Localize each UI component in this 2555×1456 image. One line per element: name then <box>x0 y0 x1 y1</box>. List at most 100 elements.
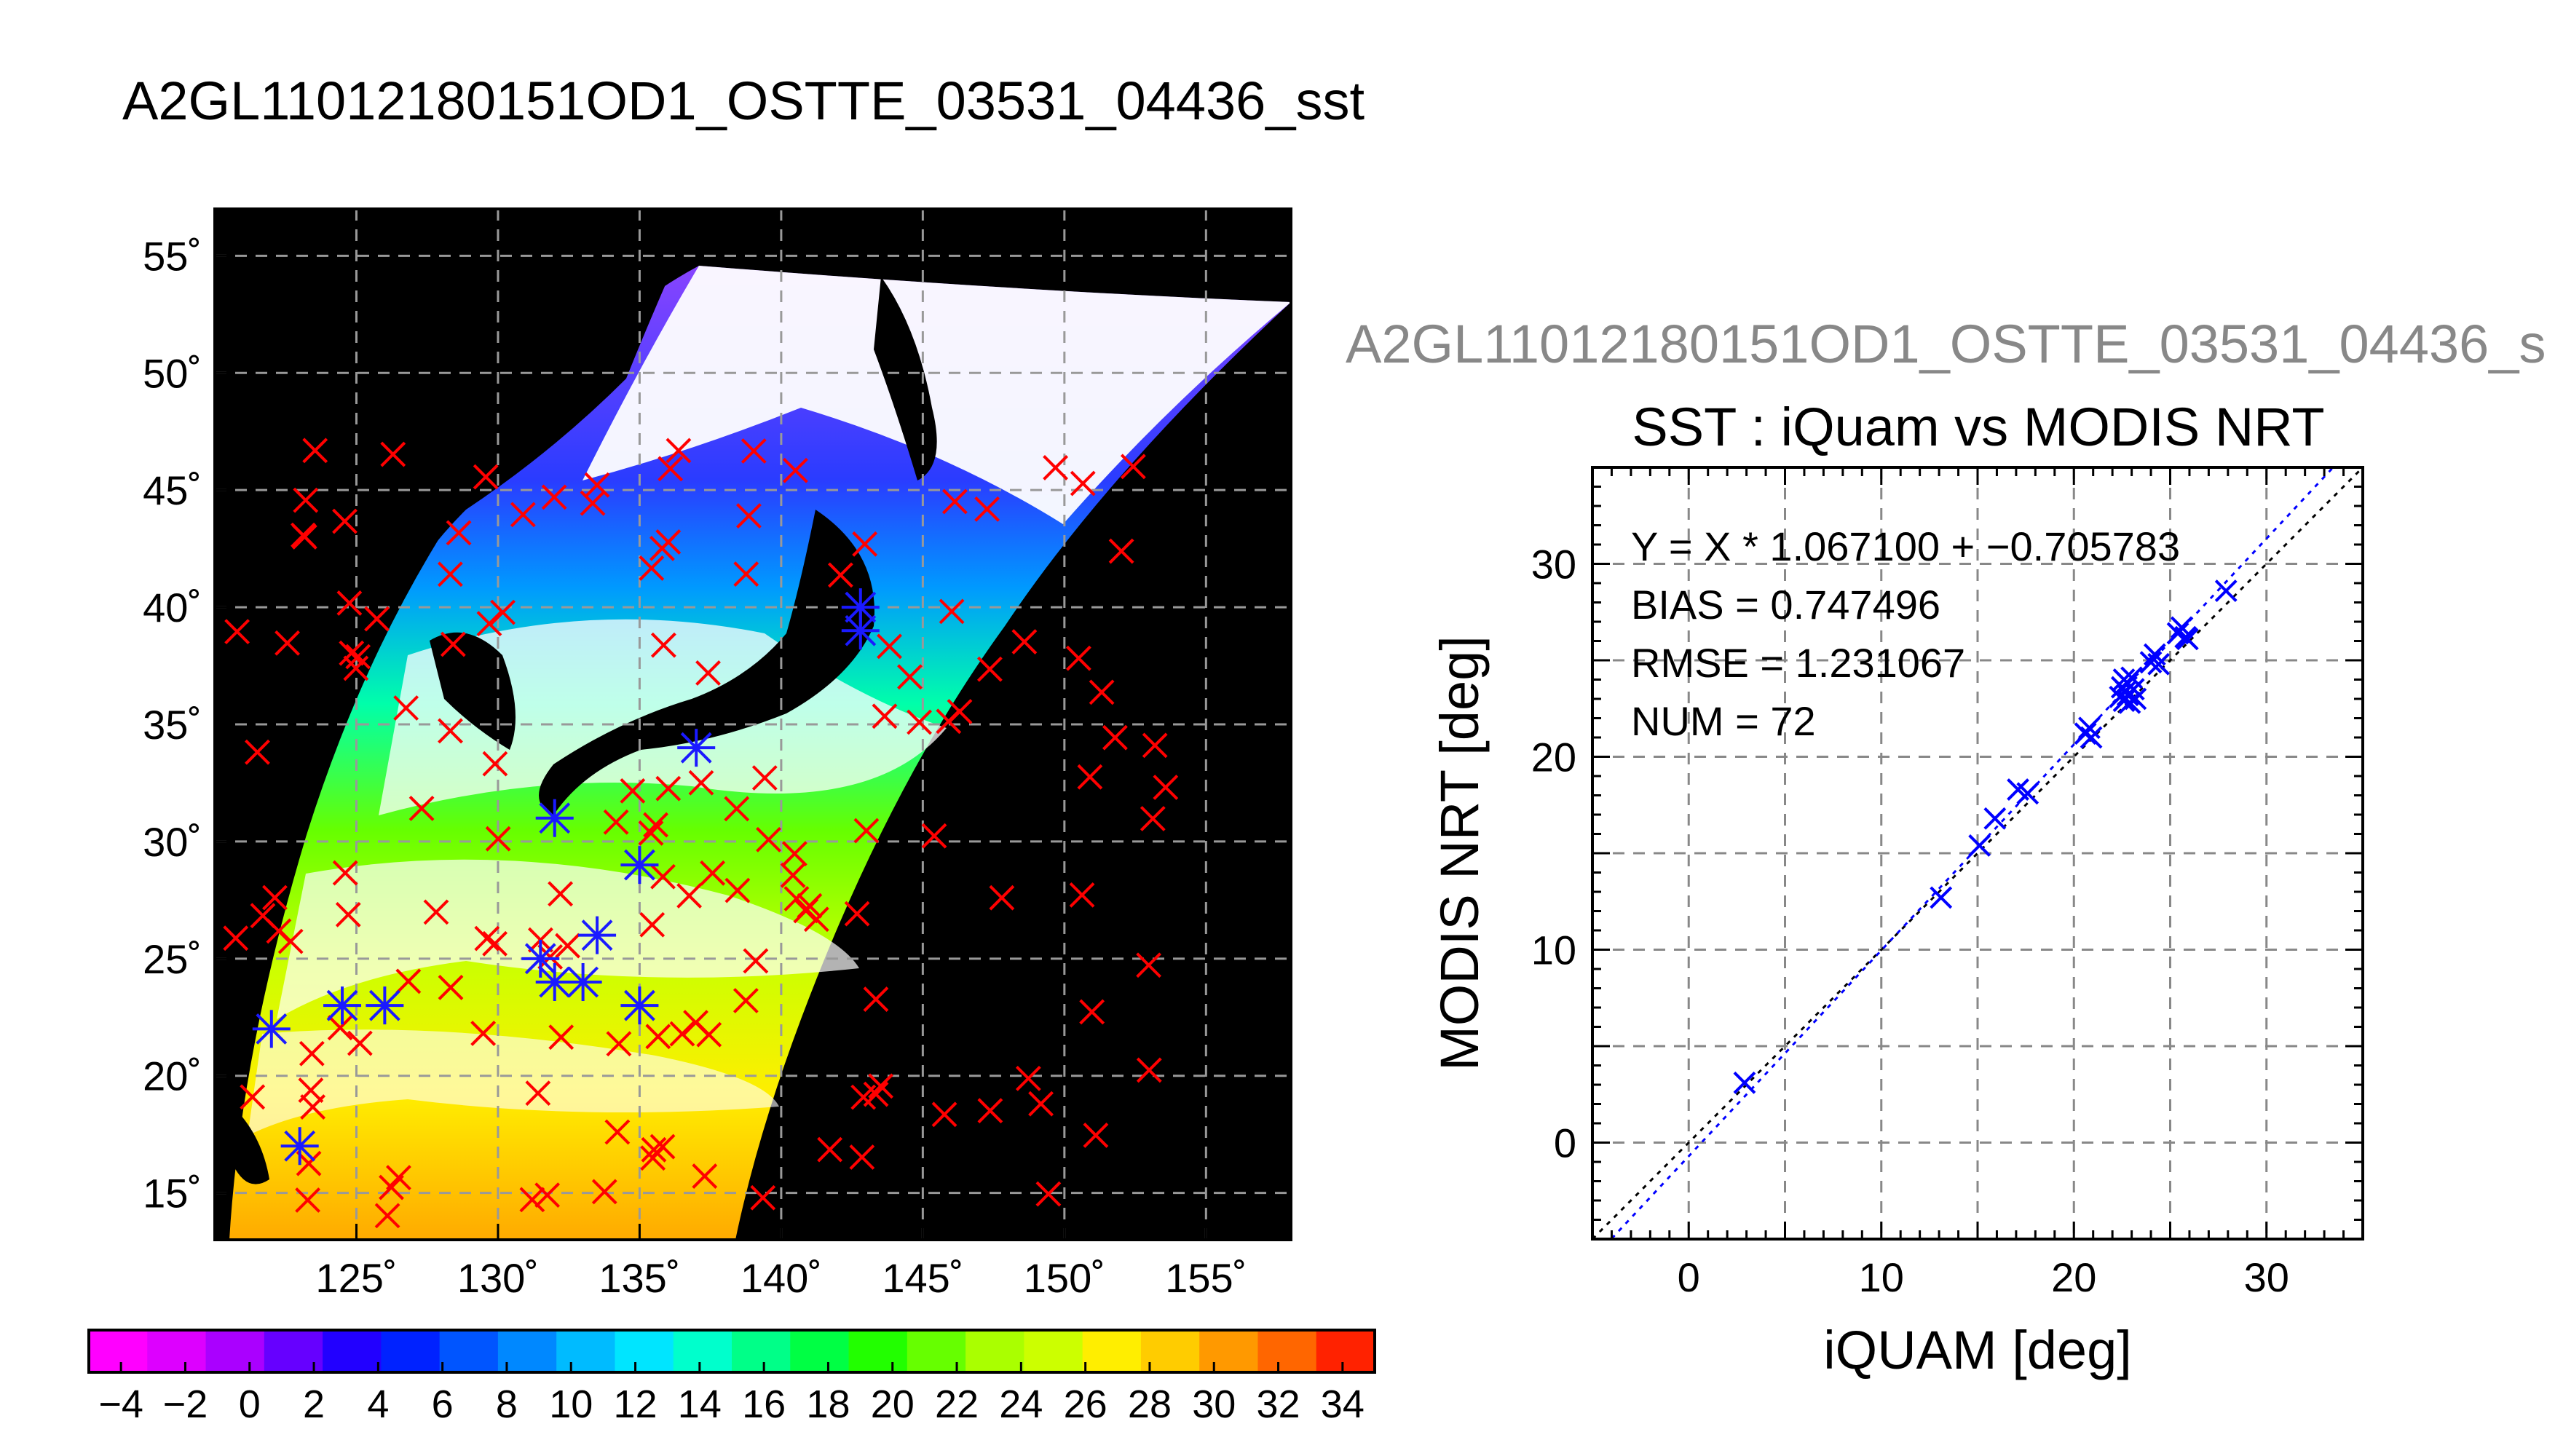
in-situ-marker <box>743 948 769 974</box>
matched-marker <box>521 939 560 978</box>
map-lat-label: 25˚ <box>143 936 202 982</box>
in-situ-marker <box>510 502 536 528</box>
in-situ-marker <box>974 496 1000 522</box>
in-situ-marker <box>844 901 870 927</box>
map-lat-label: 20˚ <box>143 1053 202 1099</box>
colorbar-label: 6 <box>432 1382 454 1426</box>
in-situ-marker <box>724 877 751 903</box>
in-situ-marker <box>649 535 675 561</box>
in-situ-marker <box>1070 470 1096 496</box>
matched-marker <box>252 1010 291 1048</box>
in-situ-marker <box>1015 1065 1041 1091</box>
in-situ-marker <box>741 438 767 464</box>
matched-marker <box>535 799 574 837</box>
in-situ-marker <box>603 809 629 835</box>
in-situ-marker <box>700 860 726 886</box>
in-situ-marker <box>327 1015 353 1041</box>
map-lon-label: 135˚ <box>599 1255 680 1301</box>
in-situ-marker <box>1028 1091 1054 1117</box>
in-situ-marker <box>977 1098 1003 1124</box>
land-taiwan <box>233 1107 269 1184</box>
in-situ-marker <box>537 944 564 970</box>
colorbar-label: 28 <box>1128 1382 1172 1426</box>
scatter-point <box>2176 628 2199 651</box>
colorbar-segment <box>439 1330 499 1372</box>
map-lon-label: 125˚ <box>315 1255 397 1301</box>
in-situ-marker <box>1077 764 1103 790</box>
in-situ-marker <box>606 1031 632 1057</box>
colorbar-segment <box>848 1330 908 1372</box>
y-tick-label: 20 <box>1531 735 1576 780</box>
colorbar-frame <box>87 1329 1376 1374</box>
in-situ-marker <box>732 988 759 1013</box>
in-situ-marker <box>666 438 692 464</box>
colorbar-label: 10 <box>549 1382 593 1426</box>
in-situ-marker <box>941 488 968 515</box>
map-lat-label: 50˚ <box>143 350 202 396</box>
in-situ-marker <box>408 795 435 821</box>
colorbar-segment <box>89 1330 149 1372</box>
y-tick-label: 0 <box>1554 1120 1576 1166</box>
colorbar-segment <box>790 1330 850 1372</box>
in-situ-marker <box>683 1010 708 1036</box>
in-situ-marker <box>877 633 902 660</box>
colorbar-segment <box>965 1330 1025 1372</box>
y-tick-label: 30 <box>1531 542 1576 587</box>
in-situ-marker <box>783 457 808 483</box>
colorbar-segment <box>732 1330 791 1372</box>
colorbar-label: 22 <box>935 1382 979 1426</box>
in-situ-marker <box>939 598 965 625</box>
map-lon-label: 140˚ <box>741 1255 822 1301</box>
scatter-point <box>2214 579 2238 603</box>
in-situ-marker <box>482 751 508 777</box>
in-situ-marker <box>423 899 449 925</box>
in-situ-marker <box>817 1136 843 1163</box>
in-situ-marker <box>548 1024 574 1051</box>
matched-marker <box>677 729 716 767</box>
stat-equation: Y = X * 1.067100 + −0.705783 <box>1631 523 2180 569</box>
map-lat-label: 15˚ <box>143 1171 202 1216</box>
colorbar-segment <box>1024 1330 1083 1372</box>
x-axis-label: iQUAM [deg] <box>1823 1320 2132 1380</box>
in-situ-marker <box>650 632 676 658</box>
colorbar-segment <box>1316 1330 1375 1372</box>
colorbar <box>87 1329 1376 1374</box>
in-situ-marker <box>676 883 703 909</box>
in-situ-marker <box>591 1179 617 1205</box>
in-situ-marker <box>1043 455 1068 480</box>
colorbar-label: 30 <box>1192 1382 1236 1426</box>
in-situ-marker <box>931 1101 957 1128</box>
in-situ-marker <box>438 974 464 1000</box>
in-situ-marker <box>1108 538 1134 564</box>
in-situ-marker <box>393 695 419 721</box>
y-axis-label: MODIS NRT [deg] <box>1429 636 1490 1071</box>
in-situ-marker <box>300 1094 326 1120</box>
matched-marker <box>841 588 880 627</box>
in-situ-marker <box>224 619 250 645</box>
scatter-point <box>2147 652 2171 676</box>
in-situ-marker <box>657 456 684 482</box>
regression-line <box>1611 467 2334 1240</box>
colorbar-label: 32 <box>1257 1382 1300 1426</box>
in-situ-marker <box>989 885 1015 911</box>
in-situ-marker <box>645 1024 671 1050</box>
colorbar-segment <box>556 1330 616 1372</box>
in-situ-marker <box>275 630 300 656</box>
map-lon-label: 150˚ <box>1024 1255 1105 1301</box>
in-situ-marker <box>293 487 319 513</box>
colorbar-label: 2 <box>303 1382 325 1426</box>
scatter-point <box>2080 726 2103 749</box>
in-situ-marker <box>756 826 781 852</box>
colorbar-segment <box>1257 1330 1317 1372</box>
in-situ-marker <box>395 968 422 994</box>
scatter-point <box>1930 886 1953 909</box>
in-situ-marker <box>291 522 316 548</box>
in-situ-marker <box>335 901 361 927</box>
colorbar-segment <box>1199 1330 1259 1372</box>
in-situ-marker <box>555 933 580 959</box>
colorbar-segment <box>323 1330 382 1372</box>
in-situ-marker <box>1142 732 1168 759</box>
matched-marker <box>280 1127 319 1166</box>
stat-bias: BIAS = 0.747496 <box>1631 582 1940 628</box>
in-situ-marker <box>1089 679 1115 705</box>
